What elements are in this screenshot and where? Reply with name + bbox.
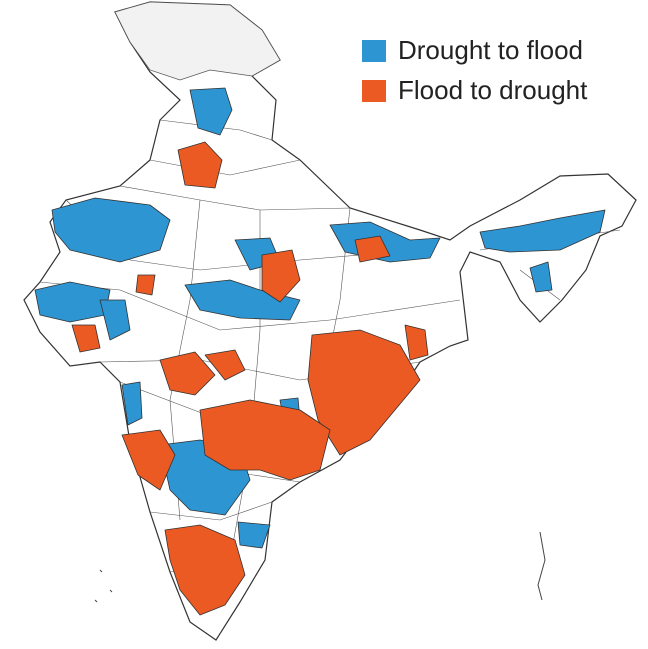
- district-region: [204, 349, 246, 381]
- legend-swatch: [362, 80, 386, 102]
- district-region: [99, 299, 131, 341]
- islands: [94, 531, 546, 603]
- legend-label: Drought to flood: [398, 35, 583, 65]
- district-region: [199, 399, 331, 481]
- district-region: [121, 381, 143, 426]
- district-region: [261, 249, 301, 303]
- district-region: [354, 235, 391, 263]
- district-region: [71, 324, 101, 353]
- district-region: [177, 141, 223, 189]
- district-region: [184, 279, 301, 321]
- district-region: [51, 197, 171, 263]
- district-region: [164, 524, 246, 616]
- district-region: [159, 351, 216, 396]
- northern-territory: [114, 1, 281, 81]
- district-region: [529, 261, 553, 293]
- district-region: [479, 209, 606, 253]
- district-region: [135, 274, 156, 296]
- legend-label: Flood to drought: [398, 75, 588, 105]
- district-region: [237, 521, 271, 549]
- district-region: [307, 329, 421, 456]
- district-region: [189, 87, 233, 136]
- legend-swatch: [362, 40, 386, 62]
- regions: [34, 87, 606, 616]
- district-region: [121, 429, 176, 491]
- district-region: [404, 324, 429, 361]
- district-region: [34, 281, 111, 323]
